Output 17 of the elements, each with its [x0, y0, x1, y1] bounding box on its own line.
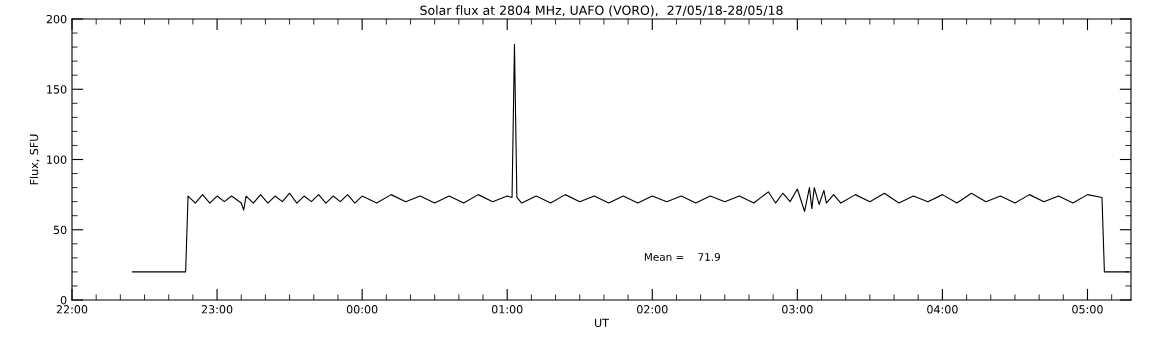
y-tick-label: 100	[47, 155, 67, 164]
x-tick-label: 02:00	[637, 305, 668, 314]
y-tick-label: 150	[47, 85, 67, 94]
chart-title: Solar flux at 2804 MHz, UAFO (VORO), 27/05/18-28/05/18	[420, 5, 783, 17]
y-tick-label: 50	[53, 225, 67, 235]
y-tick-label: 0	[60, 295, 67, 305]
x-tick-label: 22:00	[56, 305, 88, 314]
x-tick-label: 00:00	[346, 305, 378, 314]
x-tick-label: 01:00	[491, 305, 523, 314]
x-axis-title: UT	[595, 318, 609, 327]
x-tick-label: 04:00	[927, 305, 958, 314]
x-tick-label: 23:00	[201, 305, 233, 314]
x-tick-label: 03:00	[782, 305, 813, 314]
annotation: Mean = 71.9	[644, 252, 720, 261]
y-tick-label: 200	[46, 14, 67, 24]
y-axis-title: Flux, SFU	[29, 134, 40, 185]
x-tick-label: 05:00	[1072, 305, 1103, 314]
